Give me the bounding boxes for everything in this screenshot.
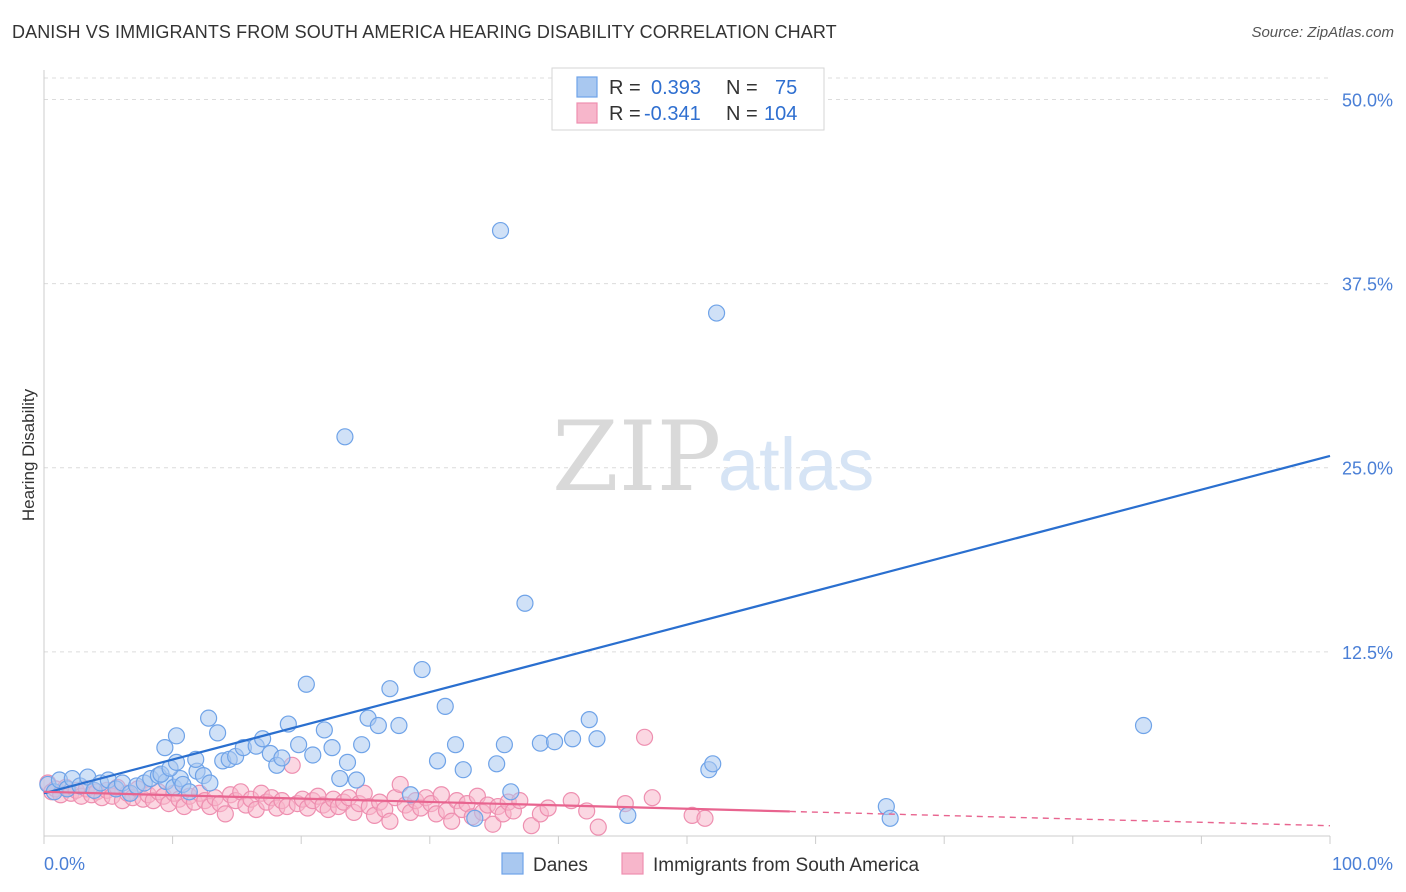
- danes-point-43: [290, 736, 308, 754]
- trend-lines: [43, 454, 1331, 827]
- bottom-legend-danes-label: Danes: [533, 855, 588, 876]
- danes-point-67: [531, 734, 549, 752]
- danes-point-68: [545, 733, 564, 751]
- danes-points-series: [39, 221, 1153, 827]
- legend-danes-r-label: R =: [609, 77, 641, 99]
- danes-point-50: [347, 771, 366, 789]
- tick-labels: 12.5% 25.0% 37.5% 50.0% 0.0% 100.0%: [44, 90, 1393, 874]
- y-tick-label-2: 37.5%: [1342, 275, 1393, 295]
- sa-point-77: [432, 786, 450, 804]
- legend-top: R = 0.393 N = 75 R = -0.341 N = 104: [551, 67, 825, 131]
- x-tick-label-0: 0.0%: [44, 854, 85, 874]
- legend-sa-n-value: 104: [764, 103, 797, 125]
- sa-point-98: [589, 818, 607, 836]
- y-tick-label-0: 12.5%: [1342, 643, 1393, 663]
- danes-point-55: [390, 716, 408, 735]
- sa-point-35: [216, 805, 234, 823]
- sa-point-95: [539, 799, 557, 817]
- danes-point-53: [369, 716, 387, 735]
- danes-point-41: [273, 749, 291, 767]
- danes-point-69: [563, 730, 582, 748]
- x-tick-label-1: 100.0%: [1332, 854, 1393, 874]
- y-tick-label-1: 25.0%: [1342, 459, 1393, 479]
- y-axis-label: Hearing Disability: [19, 388, 38, 521]
- danes-point-77: [881, 809, 899, 827]
- sa-trend-line-dashed: [789, 810, 1331, 827]
- danes-point-80: [491, 221, 510, 240]
- legend-danes-n-value: 75: [775, 77, 797, 99]
- watermark-atlas: atlas: [718, 423, 874, 506]
- bottom-legend-danes-swatch: [501, 852, 524, 875]
- danes-point-29: [209, 724, 227, 742]
- danes-point-60: [446, 736, 465, 754]
- danes-point-54: [381, 680, 399, 698]
- danes-point-66: [516, 594, 534, 612]
- danes-point-38: [254, 730, 272, 748]
- danes-point-72: [619, 806, 637, 824]
- watermark-zip: ZIP: [552, 401, 721, 513]
- danes-point-32: [200, 709, 218, 727]
- danes-point-46: [315, 721, 333, 739]
- legend-bottom: Danes Immigrants from South America: [501, 852, 920, 876]
- bottom-legend-sa-swatch: [621, 852, 644, 875]
- y-tick-label-3: 50.0%: [1342, 90, 1393, 110]
- legend-sa-swatch: [576, 102, 598, 124]
- legend-sa-r-value: -0.341: [644, 103, 701, 125]
- chart-source: Source: ZipAtlas.com: [1251, 24, 1394, 41]
- danes-point-75: [707, 304, 726, 322]
- sa-point-87: [484, 815, 502, 833]
- danes-point-21: [156, 739, 174, 757]
- legend-sa-n-label: N =: [726, 103, 758, 125]
- danes-point-30: [167, 727, 186, 745]
- sa-point-67: [381, 812, 399, 830]
- danes-point-51: [353, 736, 371, 754]
- watermark: ZIP atlas: [552, 401, 874, 513]
- danes-point-61: [454, 761, 472, 779]
- danes-point-65: [502, 783, 520, 801]
- danes-point-58: [428, 752, 447, 770]
- chart-title: DANISH VS IMMIGRANTS FROM SOUTH AMERICA …: [12, 22, 837, 42]
- danes-point-49: [338, 753, 357, 771]
- danes-point-45: [304, 746, 322, 764]
- sa-trend-line: [43, 790, 790, 813]
- danes-point-64: [495, 736, 513, 754]
- legend-danes-r-value: 0.393: [651, 77, 701, 99]
- axes: [43, 70, 1331, 844]
- danes-point-79: [336, 428, 354, 446]
- sa-point-79: [443, 812, 461, 830]
- danes-point-71: [588, 730, 606, 748]
- sa-point-101: [643, 789, 661, 807]
- legend-danes-swatch: [576, 76, 598, 98]
- danes-point-78: [1134, 716, 1153, 735]
- sa-point-69: [391, 775, 409, 794]
- danes-point-70: [580, 711, 598, 729]
- sa-point-100: [635, 728, 654, 746]
- legend-danes-n-label: N =: [726, 77, 758, 99]
- legend-sa-r-label: R =: [609, 103, 641, 125]
- danes-point-57: [413, 660, 431, 679]
- danes-point-63: [488, 755, 506, 773]
- danes-point-47: [323, 739, 341, 757]
- danes-point-59: [436, 697, 454, 715]
- bottom-legend-sa-label: Immigrants from South America: [653, 855, 920, 876]
- danes-trend-line: [43, 454, 1331, 795]
- sa-point-93: [522, 817, 540, 835]
- danes-point-56: [401, 786, 420, 804]
- sa-point-103: [696, 809, 714, 827]
- grid-lines: [44, 77, 1330, 653]
- danes-point-74: [704, 755, 722, 773]
- danes-point-44: [297, 675, 315, 693]
- danes-point-28: [201, 774, 219, 792]
- danes-point-48: [331, 769, 349, 788]
- danes-point-25: [180, 783, 198, 801]
- danes-point-62: [466, 809, 484, 827]
